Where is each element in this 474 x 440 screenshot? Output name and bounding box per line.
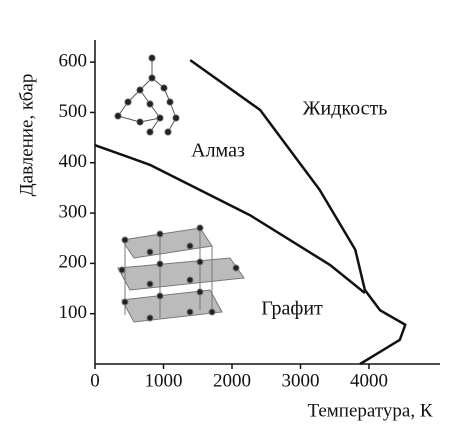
diamond-structure — [114, 54, 180, 136]
phase-boundary — [189, 59, 407, 366]
region-label: Жидкость — [303, 98, 388, 120]
x-tick-label: 4000 — [350, 370, 388, 391]
y-axis-label: Давление, кбар — [16, 74, 37, 197]
x-tick-label: 1000 — [145, 370, 183, 391]
phase-boundary — [94, 143, 366, 295]
graphite-structure — [117, 224, 245, 323]
x-tick-label: 0 — [90, 370, 100, 391]
y-tick-label: 400 — [59, 151, 88, 172]
y-tick-label: 600 — [59, 50, 88, 71]
y-tick-label: 500 — [59, 101, 88, 122]
y-tick-label: 100 — [59, 302, 88, 323]
x-axis-label: Температура, К — [307, 400, 432, 421]
region-label: Алмаз — [191, 140, 245, 162]
y-tick-label: 300 — [59, 201, 88, 222]
x-tick-label: 3000 — [282, 370, 320, 391]
region-label: Графит — [261, 298, 323, 320]
y-tick-label: 200 — [59, 252, 88, 273]
x-tick-label: 2000 — [213, 370, 251, 391]
